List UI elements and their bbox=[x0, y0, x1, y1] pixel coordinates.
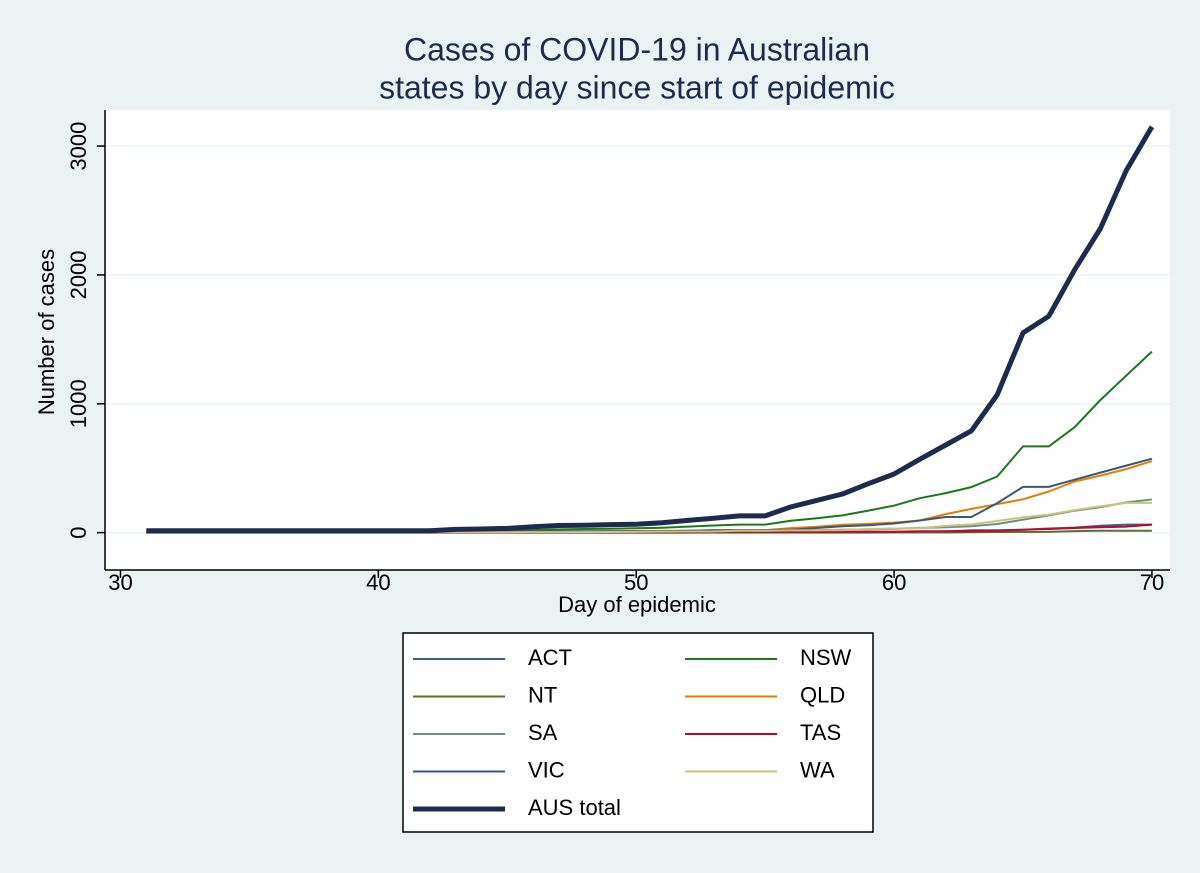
y-tick-label: 1000 bbox=[66, 379, 91, 428]
plot-area bbox=[105, 110, 1170, 570]
x-tick-label: 70 bbox=[1140, 570, 1164, 595]
legend-label: NT bbox=[528, 682, 557, 707]
legend-label: ACT bbox=[528, 645, 572, 670]
x-tick-label: 30 bbox=[108, 570, 132, 595]
legend-label: AUS total bbox=[528, 795, 621, 820]
legend-label: SA bbox=[528, 720, 558, 745]
x-tick-label: 40 bbox=[366, 570, 390, 595]
x-axis-label: Day of epidemic bbox=[558, 592, 716, 617]
chart-title: Cases of COVID-19 in Australian bbox=[404, 31, 870, 67]
legend-label: TAS bbox=[800, 720, 841, 745]
x-tick-label: 50 bbox=[624, 570, 648, 595]
chart-title: states by day since start of epidemic bbox=[379, 69, 895, 105]
legend bbox=[402, 632, 874, 833]
y-axis-label: Number of cases bbox=[34, 249, 59, 415]
legend-label: QLD bbox=[800, 682, 845, 707]
series-lines bbox=[146, 125, 1155, 534]
legend-label: WA bbox=[800, 757, 835, 782]
y-tick-label: 0 bbox=[66, 527, 91, 539]
legend-label: VIC bbox=[528, 757, 565, 782]
y-tick-label: 3000 bbox=[66, 122, 91, 171]
x-tick-label: 60 bbox=[882, 570, 906, 595]
legend-label: NSW bbox=[800, 645, 852, 670]
y-tick-label: 2000 bbox=[66, 250, 91, 299]
series-line bbox=[146, 125, 1155, 534]
axes-legend: 0 1000 2000 3000 30 40 50 60 70 ACT NSW NT QLD SA TAS V… bbox=[66, 122, 1164, 820]
